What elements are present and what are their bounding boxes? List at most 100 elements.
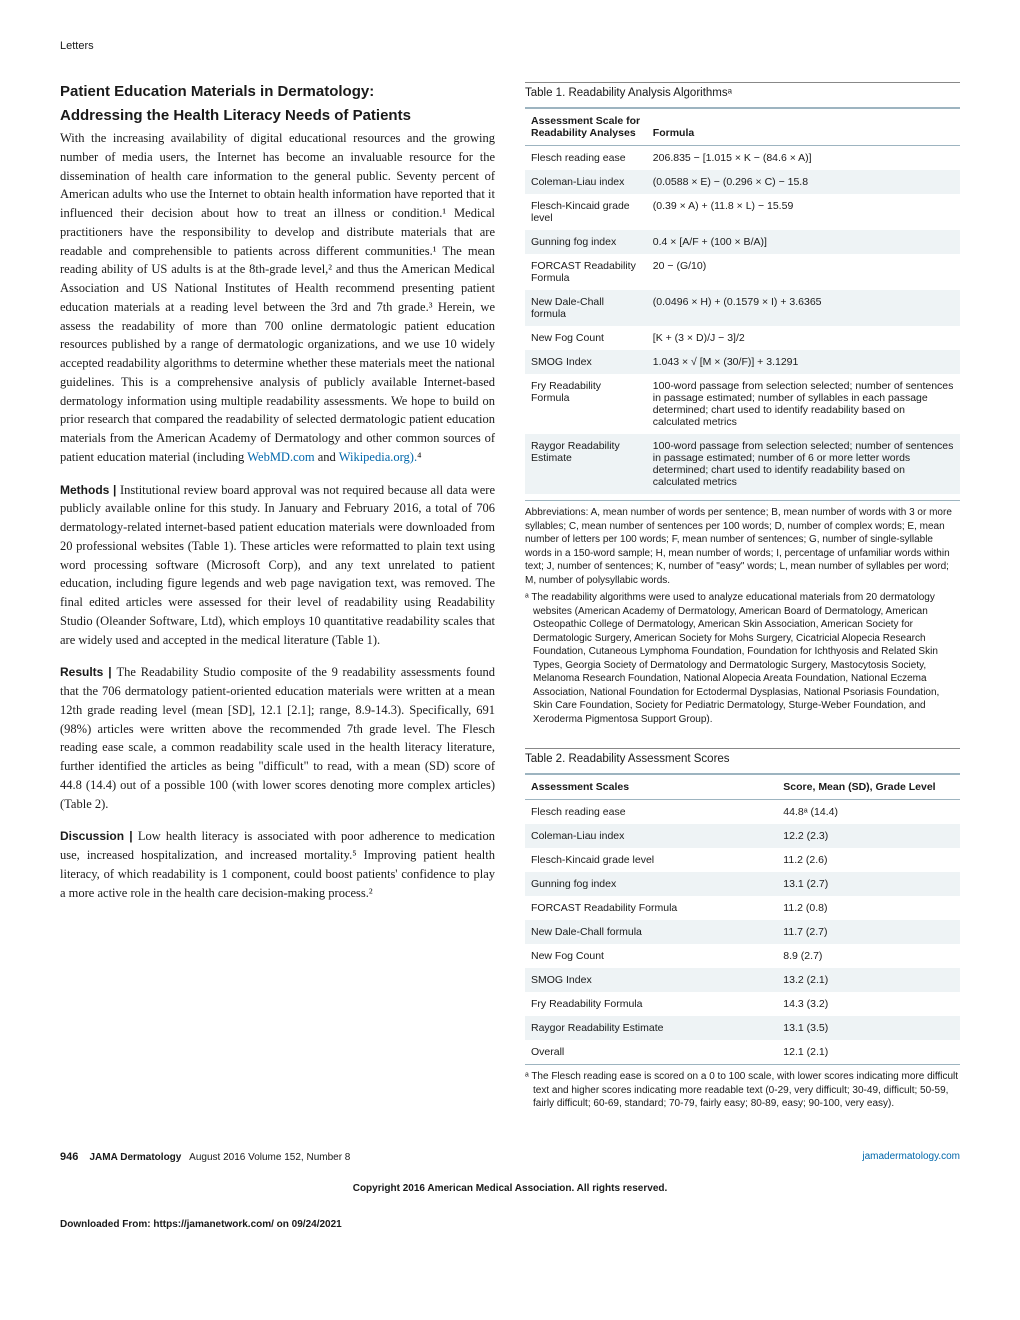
t1-formula: [K + (3 × D)/J − 3]/2: [647, 326, 960, 350]
discussion-paragraph: Discussion | Low health literacy is asso…: [60, 827, 495, 902]
table-row: Flesch reading ease206.835 − [1.015 × K …: [525, 146, 960, 171]
table-row: New Dale-Chall formula11.7 (2.7): [525, 920, 960, 944]
table-row: Fry Readability Formula14.3 (3.2): [525, 992, 960, 1016]
t2-name: New Dale-Chall formula: [525, 920, 777, 944]
t2-name: New Fog Count: [525, 944, 777, 968]
intro-mid: and: [315, 450, 339, 464]
t1-formula: 1.043 × √ [M × (30/F)] + 3.1291: [647, 350, 960, 374]
t2-score: 11.2 (0.8): [777, 896, 960, 920]
table1-title: Table 1. Readability Analysis Algorithms…: [525, 82, 960, 99]
t1-formula: 100-word passage from selection selected…: [647, 434, 960, 494]
right-column: Table 1. Readability Analysis Algorithms…: [525, 82, 960, 1111]
discussion-head: Discussion |: [60, 829, 138, 843]
t2-score: 14.3 (3.2): [777, 992, 960, 1016]
t2-score: 11.7 (2.7): [777, 920, 960, 944]
t1-name: FORCAST Readability Formula: [525, 254, 647, 290]
t1-formula: 20 − (G/10): [647, 254, 960, 290]
intro-text: With the increasing availability of digi…: [60, 131, 495, 464]
t1-name: Raygor Readability Estimate: [525, 434, 647, 494]
t1-formula: (0.0588 × E) − (0.296 × C) − 15.8: [647, 170, 960, 194]
t1-name: New Dale-Chall formula: [525, 290, 647, 326]
page-number: 946: [60, 1151, 78, 1163]
t2-score: 13.2 (2.1): [777, 968, 960, 992]
journal-link[interactable]: jamadermatology.com: [862, 1151, 960, 1163]
table1: Assessment Scale for Readability Analyse…: [525, 107, 960, 494]
table-row: Overall12.1 (2.1): [525, 1040, 960, 1064]
table-row: Coleman-Liau index(0.0588 × E) − (0.296 …: [525, 170, 960, 194]
methods-head: Methods |: [60, 483, 120, 497]
table-row: New Dale-Chall formula(0.0496 × H) + (0.…: [525, 290, 960, 326]
table2-header2: Score, Mean (SD), Grade Level: [777, 774, 960, 800]
table1-abbrev: Abbreviations: A, mean number of words p…: [525, 500, 960, 587]
table-row: Fry Readability Formula100-word passage …: [525, 374, 960, 434]
downloaded-from: Downloaded From: https://jamanetwork.com…: [60, 1219, 960, 1230]
t2-score: 44.8ᵃ (14.4): [777, 800, 960, 825]
t2-name: Fry Readability Formula: [525, 992, 777, 1016]
table2-footnote: ᵃ The Flesch reading ease is scored on a…: [525, 1064, 960, 1111]
table-row: New Fog Count8.9 (2.7): [525, 944, 960, 968]
table-row: New Fog Count[K + (3 × D)/J − 3]/2: [525, 326, 960, 350]
table-row: FORCAST Readability Formula20 − (G/10): [525, 254, 960, 290]
table1-header1: Assessment Scale for Readability Analyse…: [525, 108, 647, 146]
t1-formula: 0.4 × [A/F + (100 × B/A)]: [647, 230, 960, 254]
t2-score: 11.2 (2.6): [777, 848, 960, 872]
two-column-layout: Patient Education Materials in Dermatolo…: [60, 82, 960, 1111]
t2-name: SMOG Index: [525, 968, 777, 992]
table1-footnote: ᵃ The readability algorithms were used t…: [525, 591, 960, 726]
article-title-line1: Patient Education Materials in Dermatolo…: [60, 82, 495, 102]
t1-name: Coleman-Liau index: [525, 170, 647, 194]
table-row: Raygor Readability Estimate100-word pass…: [525, 434, 960, 494]
wikipedia-link[interactable]: Wikipedia.org).: [339, 450, 417, 464]
t2-name: Flesch-Kincaid grade level: [525, 848, 777, 872]
t2-score: 8.9 (2.7): [777, 944, 960, 968]
t2-name: Flesch reading ease: [525, 800, 777, 825]
results-head: Results |: [60, 665, 117, 679]
table1-header2: Formula: [647, 108, 960, 146]
t2-name: Overall: [525, 1040, 777, 1064]
intro-paragraph: With the increasing availability of digi…: [60, 129, 495, 467]
t2-name: Coleman-Liau index: [525, 824, 777, 848]
t2-name: FORCAST Readability Formula: [525, 896, 777, 920]
t1-name: Flesch reading ease: [525, 146, 647, 171]
methods-paragraph: Methods | Institutional review board app…: [60, 481, 495, 650]
copyright-notice: Copyright 2016 American Medical Associat…: [60, 1183, 960, 1194]
table-row: Raygor Readability Estimate13.1 (3.5): [525, 1016, 960, 1040]
t1-formula: 206.835 − [1.015 × K − (84.6 × A)]: [647, 146, 960, 171]
issue-info: August 2016 Volume 152, Number 8: [189, 1152, 350, 1163]
webmd-link[interactable]: WebMD.com: [247, 450, 314, 464]
page-header: Letters: [60, 40, 960, 52]
t2-name: Raygor Readability Estimate: [525, 1016, 777, 1040]
t2-score: 12.2 (2.3): [777, 824, 960, 848]
table-row: Flesch reading ease44.8ᵃ (14.4): [525, 800, 960, 825]
table-row: Coleman-Liau index12.2 (2.3): [525, 824, 960, 848]
methods-text: Institutional review board approval was …: [60, 483, 495, 647]
t1-name: New Fog Count: [525, 326, 647, 350]
table2-title: Table 2. Readability Assessment Scores: [525, 748, 960, 765]
table-row: SMOG Index13.2 (2.1): [525, 968, 960, 992]
results-paragraph: Results | The Readability Studio composi…: [60, 663, 495, 813]
t2-score: 12.1 (2.1): [777, 1040, 960, 1064]
t1-formula: (0.0496 × H) + (0.1579 × I) + 3.6365: [647, 290, 960, 326]
article-title-line2: Addressing the Health Literacy Needs of …: [60, 106, 495, 126]
table2-header1: Assessment Scales: [525, 774, 777, 800]
table-row: Gunning fog index0.4 × [A/F + (100 × B/A…: [525, 230, 960, 254]
t2-score: 13.1 (2.7): [777, 872, 960, 896]
t2-score: 13.1 (3.5): [777, 1016, 960, 1040]
t2-name: Gunning fog index: [525, 872, 777, 896]
table-row: FORCAST Readability Formula11.2 (0.8): [525, 896, 960, 920]
journal-name: JAMA Dermatology: [89, 1152, 181, 1163]
left-column: Patient Education Materials in Dermatolo…: [60, 82, 495, 1111]
table-row: Gunning fog index13.1 (2.7): [525, 872, 960, 896]
t1-name: Gunning fog index: [525, 230, 647, 254]
table-row: Flesch-Kincaid grade level11.2 (2.6): [525, 848, 960, 872]
page-footer: 946 JAMA Dermatology August 2016 Volume …: [60, 1141, 960, 1163]
t1-name: Flesch-Kincaid grade level: [525, 194, 647, 230]
footer-left: 946 JAMA Dermatology August 2016 Volume …: [60, 1151, 350, 1163]
table-row: SMOG Index1.043 × √ [M × (30/F)] + 3.129…: [525, 350, 960, 374]
t1-name: Fry Readability Formula: [525, 374, 647, 434]
table2: Assessment Scales Score, Mean (SD), Grad…: [525, 773, 960, 1064]
results-text: The Readability Studio composite of the …: [60, 665, 495, 810]
t1-name: SMOG Index: [525, 350, 647, 374]
t1-formula: (0.39 × A) + (11.8 × L) − 15.59: [647, 194, 960, 230]
t1-formula: 100-word passage from selection selected…: [647, 374, 960, 434]
